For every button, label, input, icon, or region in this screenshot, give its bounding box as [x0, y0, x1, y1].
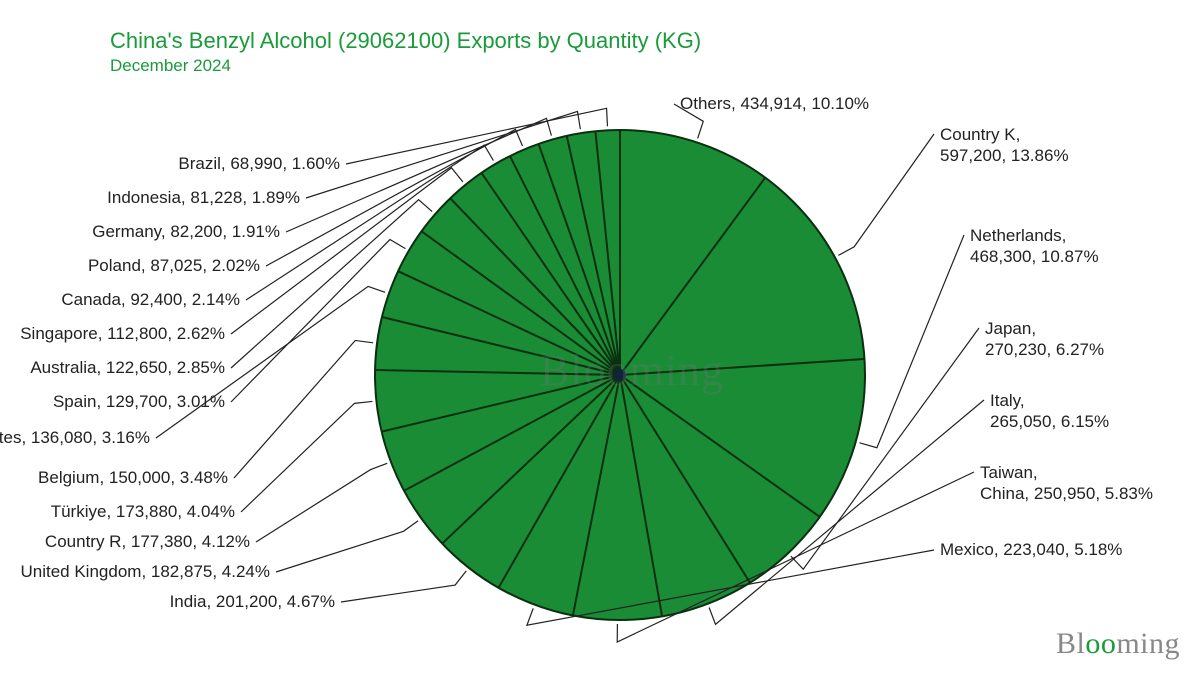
slice-label: Country K,597,200, 13.86% [940, 124, 1069, 167]
slice-label: Poland, 87,025, 2.02% [88, 256, 260, 276]
slice-label: Country R, 177,380, 4.12% [45, 532, 250, 552]
slice-label: Brazil, 68,990, 1.60% [178, 154, 340, 174]
slice-label: Others, 434,914, 10.10% [680, 94, 869, 114]
label-layer: Others, 434,914, 10.10% Country K,597,200… [0, 0, 1200, 675]
slice-label: India, 201,200, 4.67% [170, 592, 335, 612]
slice-label: Indonesia, 81,228, 1.89% [107, 188, 300, 208]
slice-label: United Arab Emirates, 136,080, 3.16% [0, 428, 150, 448]
slice-label: United Kingdom, 182,875, 4.24% [20, 562, 270, 582]
slice-label: Taiwan,China, 250,950, 5.83% [980, 462, 1153, 505]
slice-label: Belgium, 150,000, 3.48% [38, 468, 228, 488]
slice-label: Italy,265,050, 6.15% [990, 390, 1109, 433]
slice-label: Singapore, 112,800, 2.62% [20, 324, 225, 344]
slice-label: Türkiye, 173,880, 4.04% [51, 502, 235, 522]
slice-label: Japan,270,230, 6.27% [985, 318, 1104, 361]
slice-label: Australia, 122,650, 2.85% [30, 358, 225, 378]
brand-logo: Blooming [1056, 627, 1180, 661]
slice-label: Canada, 92,400, 2.14% [61, 290, 240, 310]
slice-label: Netherlands,468,300, 10.87% [970, 225, 1099, 268]
slice-label: Germany, 82,200, 1.91% [92, 222, 280, 242]
slice-label: Mexico, 223,040, 5.18% [940, 540, 1122, 560]
slice-label: Spain, 129,700, 3.01% [53, 392, 225, 412]
